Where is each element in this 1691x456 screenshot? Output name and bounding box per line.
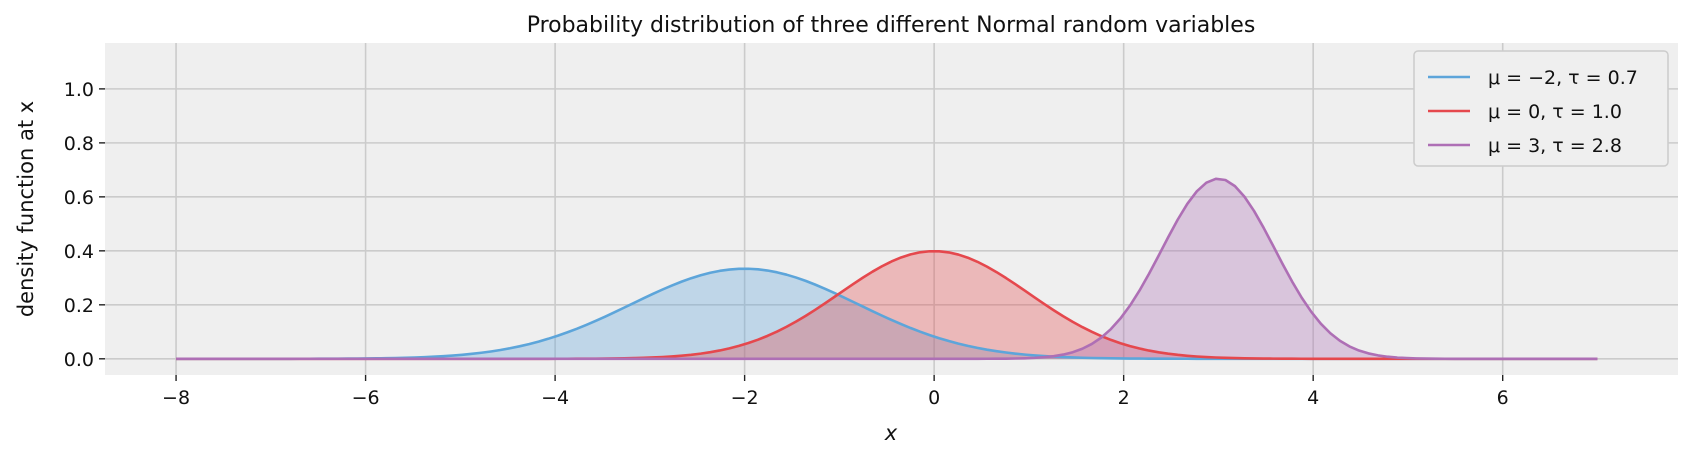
y-tick-label: 0.6 bbox=[64, 187, 94, 209]
x-tick-labels: −8 −6 −4 −2 0 2 4 6 bbox=[162, 375, 1509, 409]
legend-label-1: μ = −2, τ = 0.7 bbox=[1488, 67, 1638, 89]
x-axis-label: x bbox=[884, 421, 898, 445]
legend-label-3: μ = 3, τ = 2.8 bbox=[1488, 135, 1622, 157]
y-tick-label: 0.4 bbox=[64, 241, 94, 263]
x-tick-label: 2 bbox=[1118, 387, 1130, 409]
series-area-3 bbox=[176, 178, 1598, 359]
series-areas bbox=[176, 178, 1598, 359]
series-area-2 bbox=[176, 251, 1598, 359]
legend: μ = −2, τ = 0.7 μ = 0, τ = 1.0 μ = 3, τ = … bbox=[1413, 50, 1669, 167]
y-tick-label: 1.0 bbox=[64, 79, 94, 101]
x-tick-label: −8 bbox=[162, 387, 190, 409]
y-tick-label: 0.0 bbox=[64, 349, 94, 371]
y-axis-label: density function at x bbox=[14, 101, 38, 317]
y-tick-label: 0.2 bbox=[64, 295, 94, 317]
y-tick-labels: 0.0 0.2 0.4 0.6 0.8 1.0 bbox=[64, 79, 105, 371]
x-tick-label: −2 bbox=[731, 387, 759, 409]
legend-items: μ = −2, τ = 0.7 μ = 0, τ = 1.0 μ = 3, τ = … bbox=[1428, 67, 1638, 157]
legend-box bbox=[1413, 50, 1669, 167]
x-tick-label: 6 bbox=[1497, 387, 1509, 409]
chart-title: Probability distribution of three differ… bbox=[527, 13, 1256, 38]
y-tick-label: 0.8 bbox=[64, 133, 94, 155]
x-tick-label: 4 bbox=[1307, 387, 1319, 409]
x-tick-label: −6 bbox=[352, 387, 380, 409]
series-line-3 bbox=[176, 177, 1598, 361]
series-lines bbox=[176, 177, 1598, 361]
series-area-1 bbox=[176, 268, 1598, 359]
x-tick-label: −4 bbox=[541, 387, 569, 409]
legend-label-2: μ = 0, τ = 1.0 bbox=[1488, 101, 1622, 123]
x-tick-label: 0 bbox=[928, 387, 940, 409]
